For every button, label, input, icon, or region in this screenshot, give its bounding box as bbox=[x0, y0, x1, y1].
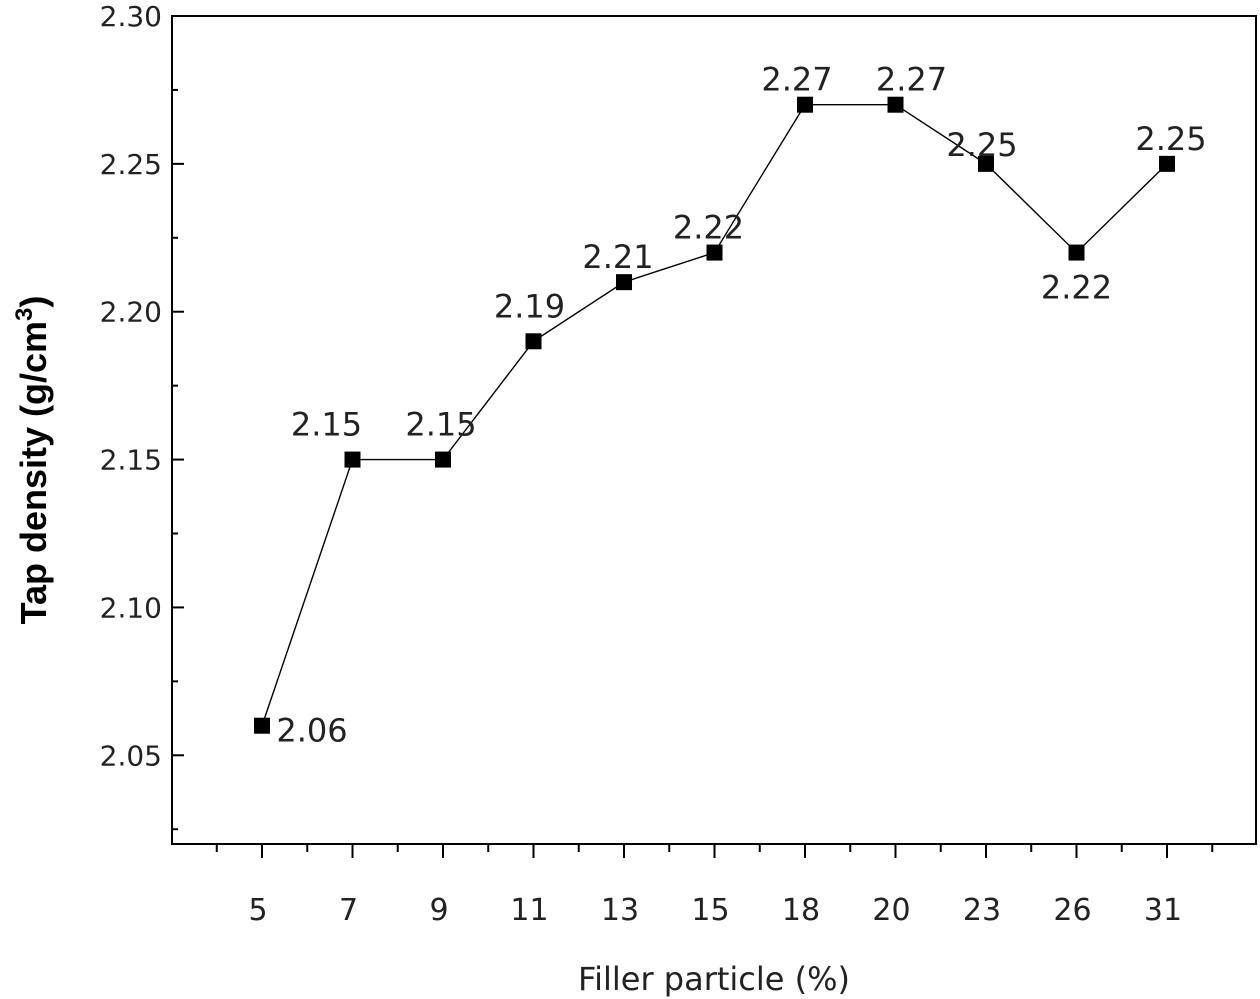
data-label: 2.22 bbox=[1041, 269, 1112, 307]
x-tick-label: 7 bbox=[339, 893, 358, 928]
data-label: 2.22 bbox=[673, 209, 744, 247]
data-label: 2.27 bbox=[876, 61, 947, 99]
data-point-marker bbox=[1068, 244, 1085, 261]
y-tick-label: 2.05 bbox=[100, 739, 162, 772]
x-tick-label: 20 bbox=[872, 893, 910, 928]
x-tick-label: 13 bbox=[601, 893, 639, 928]
x-tick-label: 31 bbox=[1144, 893, 1182, 928]
data-label: 2.27 bbox=[761, 61, 832, 99]
x-axis-title: Filler particle (%) bbox=[578, 960, 850, 998]
data-point-marker bbox=[706, 244, 723, 261]
data-point-marker bbox=[525, 333, 542, 350]
data-point-marker bbox=[616, 274, 632, 291]
series-tap-density bbox=[254, 96, 1175, 734]
y-tick-label: 2.25 bbox=[100, 148, 162, 181]
y-tick-label: 2.15 bbox=[100, 444, 162, 477]
data-labels: 2.06 2.15 2.15 2.19 2.21 2.22 2.27 2.27 2.25 2.22… bbox=[276, 61, 1206, 750]
y-axis: 2.05 2.10 2.15 2.20 2.25 2.30 bbox=[100, 0, 184, 831]
y-axis-title: Tap density (g/cm3) bbox=[11, 296, 54, 625]
data-label: 2.25 bbox=[946, 126, 1017, 164]
data-label: 2.25 bbox=[1135, 120, 1206, 158]
y-axis-title-close: ) bbox=[13, 296, 54, 308]
data-label: 2.21 bbox=[582, 238, 653, 276]
data-label: 2.06 bbox=[276, 712, 347, 750]
y-axis-title-sup: 3 bbox=[11, 308, 38, 321]
x-tick-label: 11 bbox=[510, 893, 548, 928]
x-axis: 5 7 9 11 13 15 18 20 23 26 31 bbox=[215, 844, 1214, 928]
y-tick-label: 2.20 bbox=[100, 296, 162, 329]
data-point-marker bbox=[1159, 155, 1175, 172]
data-point-marker bbox=[344, 451, 361, 468]
x-tick-label: 18 bbox=[782, 893, 820, 928]
data-point-marker bbox=[435, 451, 451, 468]
data-label: 2.15 bbox=[405, 406, 476, 444]
x-tick-label: 23 bbox=[963, 893, 1001, 928]
data-label: 2.15 bbox=[291, 406, 362, 444]
y-tick-label: 2.10 bbox=[100, 591, 162, 624]
x-tick-label: 5 bbox=[248, 893, 267, 928]
y-axis-title-main: Tap density (g/cm bbox=[13, 321, 54, 624]
data-point-marker bbox=[254, 717, 270, 734]
y-tick-label: 2.30 bbox=[100, 0, 162, 33]
data-point-marker bbox=[797, 96, 813, 113]
x-tick-label: 26 bbox=[1053, 893, 1091, 928]
series-line bbox=[261, 104, 1168, 726]
x-tick-label: 9 bbox=[429, 893, 448, 928]
data-label: 2.19 bbox=[494, 287, 565, 325]
x-tick-label: 15 bbox=[691, 893, 729, 928]
data-point-marker bbox=[887, 96, 904, 113]
data-point-marker bbox=[978, 155, 994, 172]
